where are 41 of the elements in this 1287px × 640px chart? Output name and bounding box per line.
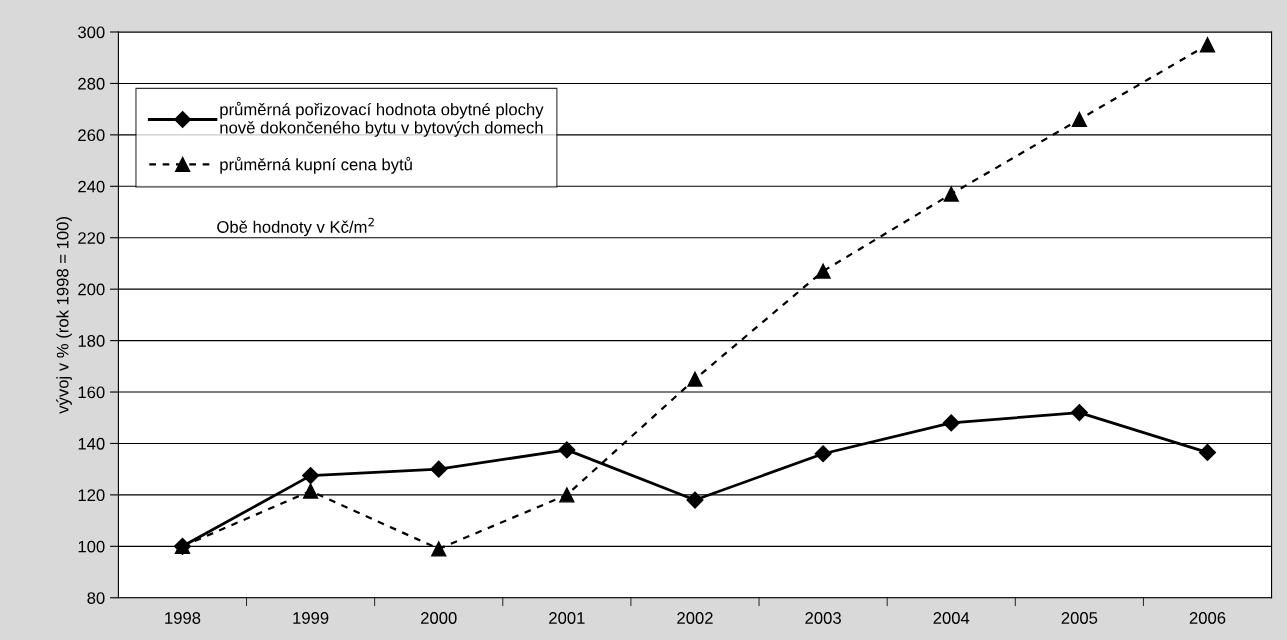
point <box>814 445 832 463</box>
y-tick-label: 140 <box>78 437 105 450</box>
y-axis-title: vývoj v % (rok 1998 = 100) <box>56 217 72 414</box>
point <box>559 487 575 503</box>
y-tick-label: 300 <box>78 26 105 39</box>
legend-label: průměrná pořizovací hodnota obytné plochy nově dokončeného bytu v bytových domech <box>220 101 544 137</box>
point <box>815 263 831 279</box>
point <box>558 441 576 459</box>
x-tick-label: 2005 <box>1061 612 1098 624</box>
y-tick-label: 180 <box>78 335 105 347</box>
legend-label: průměrná kupní cena bytů <box>220 156 412 174</box>
point <box>1198 443 1217 462</box>
point <box>431 541 447 557</box>
point <box>1071 111 1088 128</box>
y-tick-label: 280 <box>78 77 105 90</box>
y-tick-label: 240 <box>78 180 105 193</box>
point <box>302 483 319 499</box>
y-tick-label: 100 <box>78 540 105 553</box>
x-tick-label: 2001 <box>549 612 585 624</box>
point <box>687 371 703 387</box>
x-tick-label: 2004 <box>933 612 970 624</box>
x-tick-label: 1999 <box>293 612 329 624</box>
point <box>942 414 960 432</box>
x-tick-label: 2002 <box>677 612 713 624</box>
point <box>430 460 448 478</box>
point <box>943 186 959 202</box>
point <box>686 491 704 509</box>
y-tick-label: 260 <box>78 129 105 142</box>
y-tick-label: 220 <box>78 232 105 244</box>
annotation: Obě hodnoty v Kč/m$^{2}$ <box>217 217 374 237</box>
y-tick-label: 200 <box>78 283 105 296</box>
x-tick-label: 2000 <box>421 612 457 624</box>
x-tick-label: 2003 <box>805 612 841 624</box>
x-tick-label: 1998 <box>165 612 201 624</box>
y-tick-label: 160 <box>78 386 105 399</box>
x-tick-label: 2006 <box>1189 612 1226 624</box>
y-tick-label: 120 <box>78 489 105 502</box>
y-tick-label: 80 <box>87 592 105 604</box>
point <box>1199 37 1216 53</box>
point <box>1070 404 1088 422</box>
point <box>302 467 320 485</box>
